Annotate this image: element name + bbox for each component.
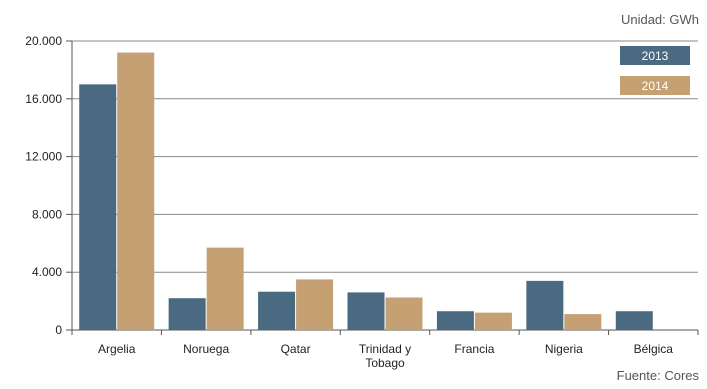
x-tick-label: Trinidad y <box>359 342 411 356</box>
source-label: Fuente: Cores <box>616 368 699 383</box>
bar-2014 <box>296 279 334 330</box>
bar-2013 <box>168 298 206 330</box>
bar-2013 <box>347 292 385 330</box>
bar-2013 <box>615 311 653 330</box>
bar-2014 <box>117 52 155 331</box>
x-tick-label: Noruega <box>183 342 229 356</box>
bar-2013 <box>79 84 117 330</box>
y-tick-label: 20.000 <box>25 34 62 48</box>
legend-label-2014: 2014 <box>642 79 669 93</box>
bar-2013 <box>258 291 296 330</box>
bar-2014 <box>206 247 244 330</box>
bar-2014 <box>474 312 512 330</box>
y-tick-label: 4.000 <box>32 265 62 279</box>
x-tick-label: Argelia <box>98 342 136 356</box>
bar-2013 <box>526 280 564 330</box>
legend-swatch-2014 <box>620 76 690 95</box>
y-tick-label: 8.000 <box>32 207 62 221</box>
bar-2014 <box>564 314 602 330</box>
x-tick-label: Francia <box>454 342 494 356</box>
y-tick-label: 12.000 <box>25 150 62 164</box>
y-tick-label: 0 <box>55 323 62 337</box>
unit-label: Unidad: GWh <box>620 12 699 27</box>
y-tick-label: 16.000 <box>25 92 62 106</box>
x-tick-label: Tobago <box>365 356 405 370</box>
bar-2014 <box>385 297 423 330</box>
bar-2013 <box>436 311 474 330</box>
legend-label-2013: 2013 <box>642 49 669 63</box>
legend-swatch-2013 <box>620 46 690 65</box>
x-tick-label: Bélgica <box>634 342 674 356</box>
x-tick-label: Qatar <box>281 342 311 356</box>
x-tick-label: Nigeria <box>545 342 583 356</box>
